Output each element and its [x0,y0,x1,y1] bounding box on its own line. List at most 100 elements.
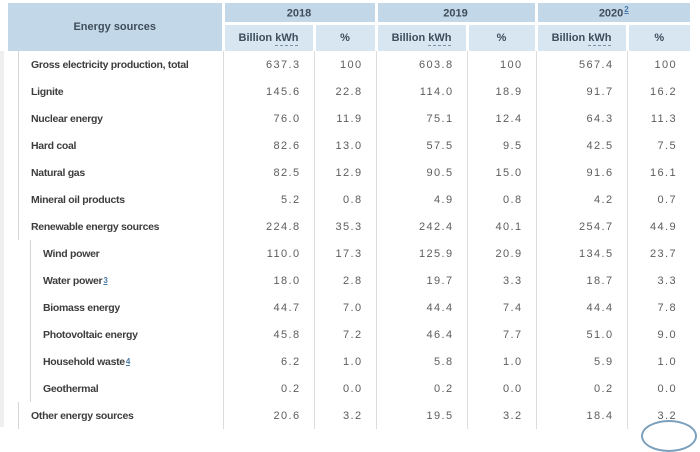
value-cell: 603.8 [375,51,468,78]
table-body: Gross electricity production, total 637.… [8,51,691,429]
percent-label: % [654,32,665,44]
value-cell: 12.4 [466,105,537,132]
value-cell: 7.5 [626,132,691,159]
value-cell: 9.0 [626,321,691,348]
table-row: Renewable energy sources 224.8 35.3 242.… [8,213,691,240]
value-cell: 3.3 [466,267,537,294]
stub-header-label: Energy sources [73,21,157,33]
row-label: Mineral oil products [31,193,125,206]
value-cell: 45.8 [222,321,314,348]
unit-header-row: Billion kWh % Billion kWh % Billion kWh … [8,23,691,51]
energy-sources-table: Energy sources 2018 2019 20202 Billion k… [8,3,691,429]
value-cell: 7.4 [466,294,537,321]
year-header-2018: 2018 [221,3,377,25]
value-cell: 82.5 [222,159,314,186]
kwh-abbr[interactable]: kWh [428,32,452,46]
value-cell: 145.6 [222,78,314,105]
value-cell: 110.0 [222,240,314,267]
value-cell: 0.8 [313,186,377,213]
row-label: Photovoltaic energy [43,328,138,341]
highlight-ellipse [641,420,697,452]
row-header-cell: Mineral oil products [8,186,223,213]
value-cell: 35.3 [313,213,377,240]
value-cell: 0.0 [626,375,691,402]
data-table: Energy sources 2018 2019 20202 Billion k… [8,3,691,429]
footnote-link-2020[interactable]: 2 [624,4,629,14]
row-label: Nuclear energy [31,112,103,125]
table-row: Biomass energy 44.7 7.0 44.4 7.4 44.4 7.… [8,294,691,321]
value-cell: 17.3 [313,240,377,267]
year-label: 2019 [443,7,468,20]
value-cell: 637.3 [222,51,314,78]
table-row: Photovoltaic energy 45.8 7.2 46.4 7.7 51… [8,321,691,348]
value-cell: 44.4 [375,294,468,321]
kwh-abbr[interactable]: kWh [275,32,299,46]
value-cell: 18.7 [535,267,628,294]
value-cell: 90.5 [375,159,468,186]
row-label: Biomass energy [43,301,120,314]
value-cell: 125.9 [375,240,468,267]
value-cell: 22.8 [313,78,377,105]
year-label: 2018 [286,7,312,20]
value-cell: 18.0 [222,267,314,294]
row-header-cell: Lignite [8,78,223,105]
value-cell: 254.7 [535,213,628,240]
value-cell: 4.9 [375,186,468,213]
value-cell: 82.6 [222,132,314,159]
value-cell: 7.0 [313,294,377,321]
row-label: Household waste [43,355,125,368]
value-cell: 76.0 [222,105,314,132]
value-cell: 57.5 [375,132,468,159]
value-cell: 91.7 [535,78,628,105]
row-header-cell: Geothermal [8,375,223,402]
value-cell: 0.0 [466,375,537,402]
unit-header-kwh-2020: Billion kWh [534,23,628,51]
value-cell: 224.8 [222,213,314,240]
unit-header-percent-2020: % [625,23,691,51]
value-cell: 2.8 [313,267,377,294]
value-cell: 567.4 [535,51,628,78]
value-cell: 9.5 [466,132,537,159]
unit-header-percent-2018: % [312,23,377,51]
footnote-link[interactable]: 3 [103,275,108,285]
value-cell: 7.2 [313,321,377,348]
value-cell: 19.7 [375,267,468,294]
value-cell: 42.5 [535,132,628,159]
value-cell: 18.4 [535,402,628,429]
row-header-cell: Water power 3 [8,267,223,294]
row-header-cell: Biomass energy [8,294,223,321]
value-cell: 1.0 [466,348,537,375]
table-row: Hard coal 82.6 13.0 57.5 9.5 42.5 7.5 [8,132,691,159]
year-header-2020: 20202 [534,3,691,25]
value-cell: 16.2 [626,78,691,105]
unit-label: Billion [551,32,586,44]
row-label: Natural gas [31,166,85,179]
year-label: 2020 [598,7,624,20]
unit-header-percent-2019: % [465,23,537,51]
year-header-row: Energy sources 2018 2019 20202 [8,3,691,51]
row-header-cell: Hard coal [8,132,223,159]
value-cell: 5.2 [222,186,314,213]
value-cell: 18.9 [466,78,537,105]
value-cell: 64.3 [535,105,628,132]
kwh-abbr[interactable]: kWh [588,32,612,46]
footnote-link[interactable]: 4 [125,356,131,366]
value-cell: 114.0 [375,78,468,105]
table-header: Energy sources 2018 2019 20202 Billion k… [8,3,691,51]
value-cell: 40.1 [466,213,537,240]
value-cell: 0.0 [313,375,377,402]
value-cell: 15.0 [466,159,537,186]
row-label: Renewable energy sources [31,220,160,233]
table-row: Household waste 4 6.2 1.0 5.8 1.0 5.9 1.0 [8,348,691,375]
row-label: Hard coal [31,139,77,152]
value-cell: 5.8 [375,348,468,375]
table-row: Gross electricity production, total 637.… [8,51,691,78]
row-header-cell: Household waste 4 [8,348,223,375]
row-header-cell: Nuclear energy [8,105,223,132]
row-header-cell: Other energy sources [8,402,223,429]
row-label: Lignite [31,85,64,98]
value-cell: 1.0 [313,348,377,375]
value-cell: 4.2 [535,186,628,213]
table-row: Wind power 110.0 17.3 125.9 20.9 134.5 2… [8,240,691,267]
stub-header-energy-sources: Energy sources [8,3,223,51]
